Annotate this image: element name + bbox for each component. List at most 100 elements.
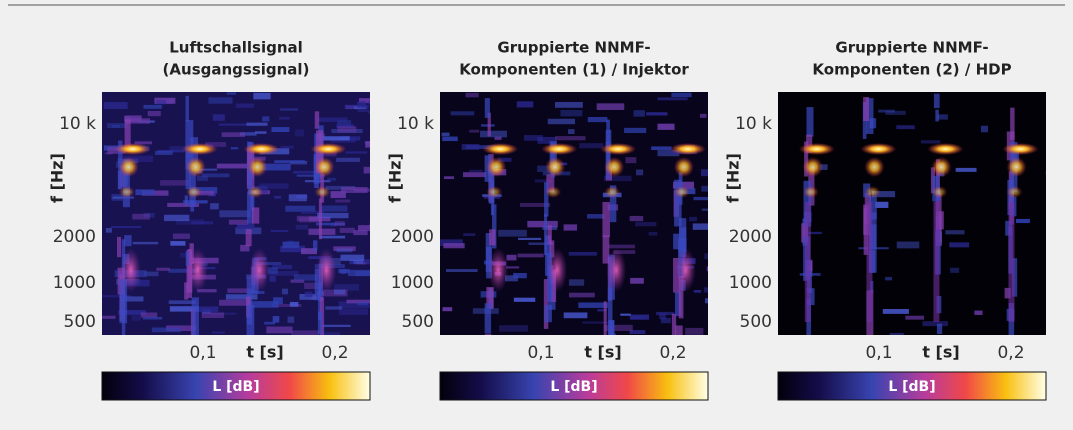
spectrogram-noise xyxy=(261,163,291,171)
spectrogram-noise xyxy=(692,223,708,230)
spectrogram-noise xyxy=(630,277,644,284)
spectrogram-hotspot xyxy=(118,157,139,177)
spectrogram-noise xyxy=(334,284,360,291)
spectrogram-noise xyxy=(613,250,636,254)
spectrogram-streak xyxy=(318,198,322,240)
y-tick-label: 1000 xyxy=(53,273,96,293)
spectrogram-noise xyxy=(274,160,305,164)
spectrogram-streak xyxy=(549,240,555,258)
spectrogram-noise xyxy=(290,279,305,283)
spectrogram-streak xyxy=(484,303,492,334)
spectrogram-noise xyxy=(905,315,924,320)
spectrogram-hotspot xyxy=(860,143,897,155)
spectrogram-streak xyxy=(602,235,610,264)
spectrogram-streak xyxy=(863,204,870,235)
spectrogram-streak xyxy=(678,275,684,319)
spectrogram-noise xyxy=(164,214,190,222)
y-axis-label: f [Hz] xyxy=(386,153,405,203)
spectrogram-hotspot xyxy=(247,186,264,198)
spectrogram-streak xyxy=(247,191,254,224)
spectrogram-noise xyxy=(334,221,345,227)
spectrogram-noise xyxy=(518,237,542,241)
x-tick-label: 0,2 xyxy=(659,343,686,363)
spectrogram-noise xyxy=(325,306,343,310)
spectrogram-streak xyxy=(314,268,321,301)
spectrogram-hotspot xyxy=(310,143,347,155)
spectrogram-noise xyxy=(270,229,289,233)
spectrogram-streak xyxy=(119,279,128,324)
spectrogram-hotspot xyxy=(118,186,135,198)
spectrogram-noise xyxy=(336,124,355,128)
spectrogram-noise xyxy=(240,244,250,252)
spectrogram-noise xyxy=(176,219,204,225)
spectrogram-hotspot xyxy=(185,186,202,198)
spectrogram-noise xyxy=(353,230,368,236)
spectrogram-noise xyxy=(444,176,455,180)
spectrogram-noise xyxy=(704,298,708,304)
spectrogram-noise xyxy=(280,108,299,111)
x-axis-label: t [s] xyxy=(922,343,959,362)
spectrogram-hotspot xyxy=(247,157,268,177)
spectrogram-noise xyxy=(560,109,583,117)
spectrogram-noise xyxy=(279,116,290,120)
spectrogram-noise xyxy=(317,212,349,219)
spectrogram-noise xyxy=(463,172,486,178)
spectrogram-noise xyxy=(635,222,657,227)
spectrogram-hotspot xyxy=(482,143,519,155)
spectrogram-noise xyxy=(281,288,288,295)
spectrogram-noise xyxy=(693,196,708,201)
spectrogram-noise xyxy=(498,157,512,162)
spectrogram-noise xyxy=(604,324,633,331)
colorbar xyxy=(777,371,1047,401)
panel-title: Komponenten (1) / Injektor xyxy=(459,61,689,79)
spectrogram-noise xyxy=(253,92,271,100)
spectrogram-noise xyxy=(132,213,150,220)
panel-title: Gruppierte NNMF- xyxy=(835,39,988,57)
spectrogram-noise xyxy=(246,122,268,126)
spectrogram-noise xyxy=(494,136,502,140)
spectrogram-noise xyxy=(885,110,906,115)
colorbar-label: L [dB] xyxy=(888,379,935,395)
spectrogram xyxy=(778,92,1046,335)
spectrogram-noise xyxy=(336,248,353,253)
spectrogram-noise xyxy=(327,177,337,181)
spectrogram-noise xyxy=(151,327,181,333)
spectrogram-noise xyxy=(579,143,604,149)
spectrogram-streak xyxy=(252,207,260,224)
spectrogram-noise xyxy=(635,169,644,176)
spectrogram-noise xyxy=(287,316,295,323)
spectrogram-hotspot xyxy=(114,143,151,155)
spectrogram-noise xyxy=(333,246,356,251)
spectrogram-noise xyxy=(440,239,463,247)
spectrogram-noise xyxy=(134,141,152,145)
spectrogram-pink xyxy=(606,248,627,292)
spectrogram-noise xyxy=(922,321,948,327)
spectrogram-noise xyxy=(945,230,965,235)
spectrogram-hotspot xyxy=(1002,143,1039,155)
y-tick-label: 10 k xyxy=(735,114,772,134)
spectrogram-noise xyxy=(820,164,828,170)
spectrogram-pink xyxy=(120,248,141,292)
spectrogram-streak xyxy=(124,235,132,247)
spectrogram-noise xyxy=(672,181,695,189)
spectrogram-streak xyxy=(544,182,549,217)
spectrogram-noise xyxy=(168,268,198,273)
spectrogram-noise xyxy=(205,142,227,147)
x-tick-label: 0,2 xyxy=(321,343,348,363)
spectrogram-noise xyxy=(608,244,636,249)
spectrogram-noise xyxy=(325,185,356,190)
spectrogram-noise xyxy=(219,210,251,218)
spectrogram-noise xyxy=(446,269,478,273)
spectrogram-noise xyxy=(693,289,702,293)
spectrogram-noise xyxy=(646,112,668,116)
spectrogram-noise xyxy=(156,99,167,105)
spectrogram-noise xyxy=(357,101,367,108)
spectrogram-noise xyxy=(135,189,155,196)
spectrogram-noise xyxy=(465,92,479,98)
spectrogram-noise xyxy=(124,115,142,123)
spectrogram-noise xyxy=(167,202,200,208)
spectrogram-streak xyxy=(936,323,943,335)
spectrogram-noise xyxy=(304,282,323,290)
spectrogram-pink xyxy=(675,248,696,292)
